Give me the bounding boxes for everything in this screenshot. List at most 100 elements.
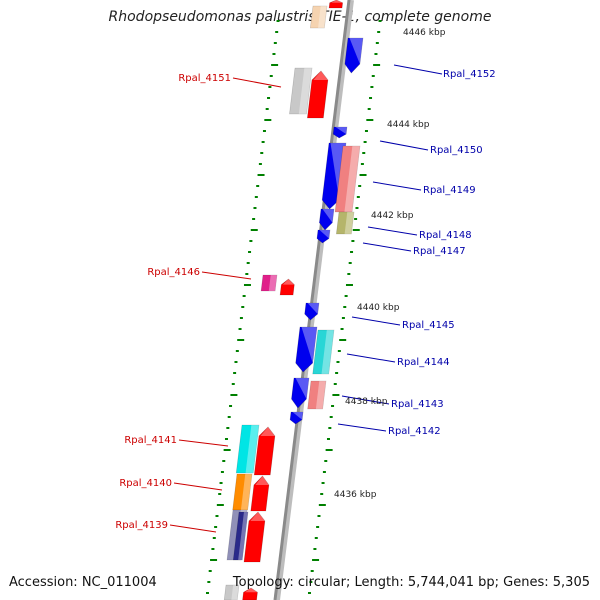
gene-label-rpal-4150[interactable]: Rpal_4150 bbox=[430, 145, 483, 156]
label-leader-line bbox=[232, 77, 282, 88]
gene-arrow-small-blue[interactable] bbox=[332, 126, 348, 139]
label-leader-line bbox=[372, 181, 422, 191]
topology-label: Topology: circular; Length: 5,744,041 bp… bbox=[232, 575, 590, 590]
tick-mark bbox=[276, 20, 280, 22]
gene-label-rpal-4144[interactable]: Rpal_4144 bbox=[397, 357, 450, 368]
gene-label-rpal-4142[interactable]: Rpal_4142 bbox=[388, 426, 441, 437]
gene-block-top-peach[interactable] bbox=[310, 5, 328, 29]
tick-mark bbox=[313, 548, 317, 550]
tick-mark bbox=[350, 251, 354, 253]
tick-mark bbox=[226, 427, 230, 429]
tick-mark bbox=[370, 86, 374, 88]
tick-mark bbox=[336, 361, 340, 363]
tick-mark bbox=[249, 240, 253, 242]
tick-mark bbox=[215, 515, 219, 517]
tick-mark bbox=[317, 515, 321, 517]
tick-mark bbox=[262, 130, 266, 132]
tick-mark bbox=[257, 174, 265, 176]
gene-label-rpal-4147[interactable]: Rpal_4147 bbox=[413, 246, 466, 257]
gene-label-rpal-4146[interactable]: Rpal_4146 bbox=[147, 267, 200, 278]
tick-mark bbox=[241, 306, 245, 308]
tick-mark bbox=[318, 504, 326, 506]
gene-label-rpal-4151[interactable]: Rpal_4151 bbox=[178, 73, 231, 84]
tick-mark bbox=[246, 262, 250, 264]
genome-axis-shadow bbox=[274, 0, 354, 600]
tick-mark bbox=[371, 75, 375, 77]
gene-arrow-rpal-4151[interactable] bbox=[307, 70, 329, 119]
tick-mark bbox=[325, 449, 333, 451]
gene-arrow-rpal-4145[interactable] bbox=[304, 302, 320, 321]
tick-mark bbox=[235, 350, 239, 352]
gene-block-bottom-grey[interactable] bbox=[223, 584, 240, 600]
gene-label-rpal-4141[interactable]: Rpal_4141 bbox=[124, 435, 177, 446]
gene-arrow-rpal-4152[interactable] bbox=[344, 37, 364, 74]
tick-mark bbox=[312, 559, 320, 561]
tick-mark bbox=[261, 141, 265, 143]
gene-arrow-rpal-4143[interactable] bbox=[291, 377, 310, 409]
gene-label-rpal-4145[interactable]: Rpal_4145 bbox=[402, 320, 455, 331]
tick-mark bbox=[272, 53, 276, 55]
gene-arrow-bottom-red[interactable] bbox=[242, 587, 258, 600]
gene-block-grey-4151[interactable] bbox=[289, 67, 313, 115]
gene-label-rpal-4149[interactable]: Rpal_4149 bbox=[423, 185, 476, 196]
tick-mark bbox=[362, 152, 366, 154]
tick-mark bbox=[351, 240, 355, 242]
tick-mark bbox=[363, 141, 367, 143]
gene-arrow-top-red[interactable] bbox=[328, 0, 343, 9]
gene-arrow-rpal-4148[interactable] bbox=[319, 208, 335, 231]
tick-mark bbox=[214, 526, 218, 528]
tick-mark bbox=[355, 207, 359, 209]
gene-label-rpal-4139[interactable]: Rpal_4139 bbox=[115, 520, 168, 531]
tick-mark bbox=[269, 75, 273, 77]
gene-block-rpal-4144[interactable] bbox=[312, 329, 335, 375]
tick-mark bbox=[344, 295, 348, 297]
tick-mark bbox=[242, 295, 246, 297]
tick-mark bbox=[222, 460, 226, 462]
tick-mark bbox=[267, 97, 271, 99]
gene-block-olive[interactable] bbox=[336, 211, 355, 235]
tick-mark bbox=[354, 218, 358, 220]
label-leader-line bbox=[379, 140, 429, 151]
gene-block-rpal-4140[interactable] bbox=[232, 473, 253, 511]
gene-block-rpal-4141[interactable] bbox=[235, 424, 260, 474]
gene-arrow-red-4140[interactable] bbox=[250, 475, 270, 512]
tick-mark bbox=[307, 592, 311, 594]
tick-mark bbox=[310, 570, 314, 572]
gene-arrow-rpal-4147[interactable] bbox=[316, 229, 331, 244]
gene-label-rpal-4143[interactable]: Rpal_4143 bbox=[391, 399, 444, 410]
gene-label-rpal-4152[interactable]: Rpal_4152 bbox=[443, 69, 496, 80]
tick-mark bbox=[373, 64, 381, 66]
tick-mark bbox=[347, 273, 351, 275]
tick-mark bbox=[205, 592, 209, 594]
gene-block-navy[interactable] bbox=[232, 511, 249, 561]
tick-mark bbox=[238, 328, 242, 330]
tick-mark bbox=[212, 537, 216, 539]
tick-mark bbox=[265, 108, 269, 110]
gene-block-rpal-4146[interactable] bbox=[260, 274, 278, 292]
tick-mark bbox=[316, 526, 320, 528]
gene-block-pink[interactable] bbox=[307, 380, 327, 410]
tick-mark bbox=[256, 185, 260, 187]
gene-arrow-small-red[interactable] bbox=[279, 278, 295, 296]
tick-mark bbox=[359, 174, 367, 176]
label-leader-line bbox=[367, 226, 418, 236]
gene-arrow-rpal-4142[interactable] bbox=[289, 411, 304, 425]
scale-label-4440: 4440 kbp bbox=[357, 303, 400, 313]
label-leader-line bbox=[341, 395, 390, 405]
gene-arrow-blue-large[interactable] bbox=[295, 326, 318, 373]
tick-mark bbox=[229, 405, 233, 407]
label-leaders bbox=[169, 64, 443, 533]
tick-mark bbox=[348, 262, 352, 264]
tick-mark bbox=[377, 31, 381, 33]
gene-label-rpal-4148[interactable]: Rpal_4148 bbox=[419, 230, 472, 241]
gene-label-rpal-4140[interactable]: Rpal_4140 bbox=[119, 478, 172, 489]
tick-mark bbox=[367, 108, 371, 110]
tick-mark bbox=[220, 471, 224, 473]
gene-arrow-red-4141[interactable] bbox=[253, 426, 276, 476]
tick-mark bbox=[321, 482, 325, 484]
gene-arrow-red-4139[interactable] bbox=[243, 511, 266, 563]
tick-mark bbox=[211, 548, 215, 550]
tick-mark bbox=[331, 405, 335, 407]
label-leader-line bbox=[201, 271, 252, 280]
